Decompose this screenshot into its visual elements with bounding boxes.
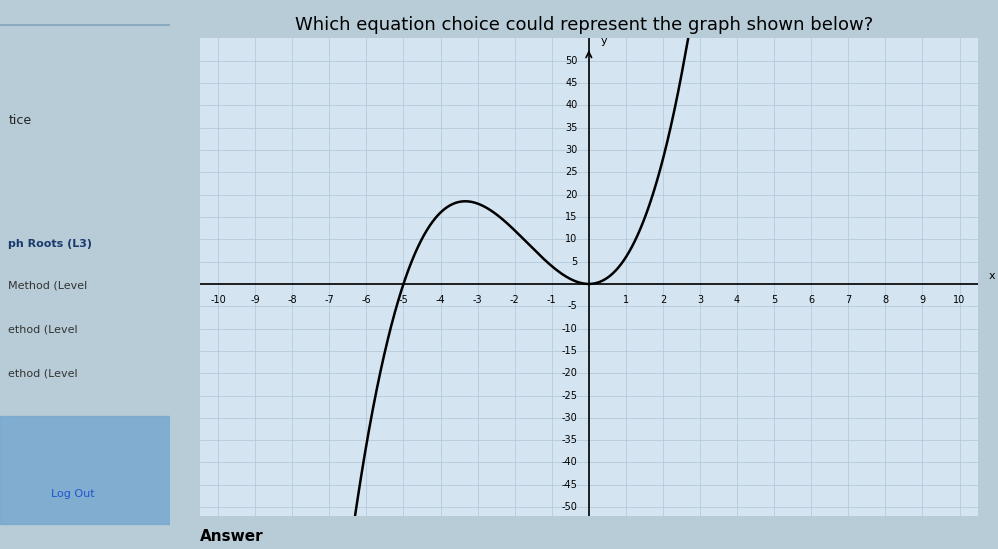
Text: Log Out: Log Out bbox=[51, 489, 95, 499]
Text: -6: -6 bbox=[361, 295, 371, 305]
Text: 5: 5 bbox=[771, 295, 777, 305]
Text: 35: 35 bbox=[565, 123, 578, 133]
Text: Method (Level: Method (Level bbox=[9, 281, 88, 290]
Text: 1: 1 bbox=[623, 295, 629, 305]
Text: -10: -10 bbox=[562, 323, 578, 334]
Text: -3: -3 bbox=[473, 295, 482, 305]
Text: 50: 50 bbox=[565, 56, 578, 66]
Text: 4: 4 bbox=[735, 295, 741, 305]
Text: -8: -8 bbox=[287, 295, 297, 305]
Text: 3: 3 bbox=[697, 295, 703, 305]
Text: -15: -15 bbox=[562, 346, 578, 356]
Text: -50: -50 bbox=[562, 502, 578, 512]
Text: 8: 8 bbox=[882, 295, 888, 305]
Text: x: x bbox=[989, 271, 996, 281]
Text: ethod (Level: ethod (Level bbox=[9, 324, 78, 334]
Text: -20: -20 bbox=[562, 368, 578, 378]
Text: -2: -2 bbox=[510, 295, 520, 305]
Text: 7: 7 bbox=[845, 295, 851, 305]
Text: tice: tice bbox=[9, 114, 32, 127]
Text: 30: 30 bbox=[566, 145, 578, 155]
Text: 2: 2 bbox=[660, 295, 666, 305]
Text: Which equation choice could represent the graph shown below?: Which equation choice could represent th… bbox=[294, 16, 873, 35]
Text: 10: 10 bbox=[566, 234, 578, 244]
Text: -40: -40 bbox=[562, 457, 578, 468]
Text: 45: 45 bbox=[565, 78, 578, 88]
Text: ethod (Level: ethod (Level bbox=[9, 368, 78, 378]
Text: y: y bbox=[601, 36, 607, 46]
Text: 20: 20 bbox=[565, 189, 578, 200]
Text: -45: -45 bbox=[562, 480, 578, 490]
Text: -5: -5 bbox=[398, 295, 408, 305]
Text: -1: -1 bbox=[547, 295, 557, 305]
Text: -30: -30 bbox=[562, 413, 578, 423]
Text: Answer: Answer bbox=[200, 529, 263, 544]
Text: -35: -35 bbox=[562, 435, 578, 445]
Text: -7: -7 bbox=[324, 295, 334, 305]
Text: 40: 40 bbox=[566, 100, 578, 110]
Text: 15: 15 bbox=[565, 212, 578, 222]
Text: -4: -4 bbox=[436, 295, 445, 305]
Text: -10: -10 bbox=[211, 295, 226, 305]
Text: 6: 6 bbox=[808, 295, 814, 305]
Text: 9: 9 bbox=[919, 295, 925, 305]
Text: 10: 10 bbox=[953, 295, 966, 305]
Text: 5: 5 bbox=[572, 256, 578, 267]
Text: ph Roots (L3): ph Roots (L3) bbox=[9, 239, 93, 249]
Text: -9: -9 bbox=[250, 295, 260, 305]
Text: -5: -5 bbox=[568, 301, 578, 311]
Text: 25: 25 bbox=[565, 167, 578, 177]
Bar bbox=[0, 416, 170, 524]
Text: -25: -25 bbox=[562, 390, 578, 401]
